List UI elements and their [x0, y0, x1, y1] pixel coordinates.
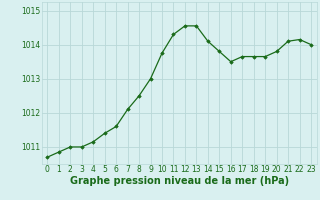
- X-axis label: Graphe pression niveau de la mer (hPa): Graphe pression niveau de la mer (hPa): [70, 176, 289, 186]
